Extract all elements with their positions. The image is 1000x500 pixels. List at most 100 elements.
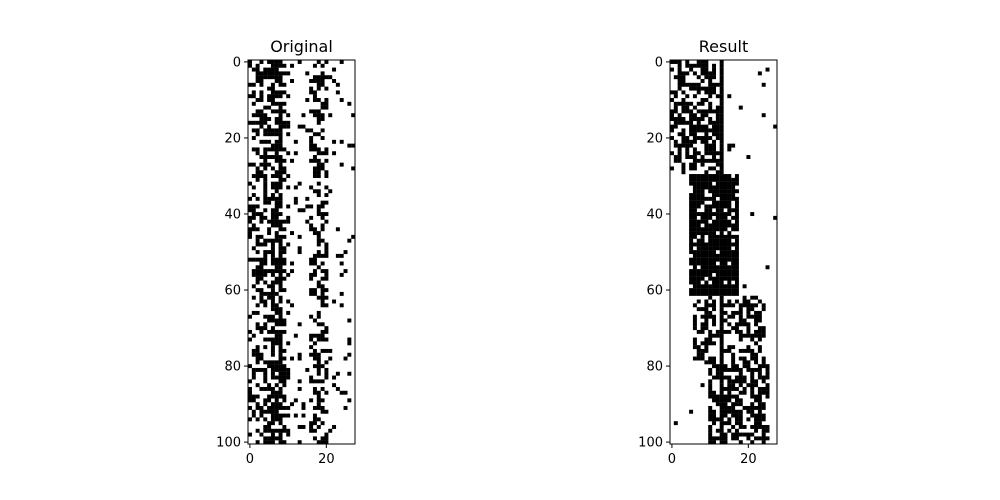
heatmap-cell xyxy=(255,280,260,285)
heatmap-cell xyxy=(251,352,256,357)
heatmap-cell xyxy=(712,413,717,418)
heatmap-cell xyxy=(708,143,713,148)
heatmap-cell xyxy=(278,390,283,395)
heatmap-cell xyxy=(263,322,268,327)
heatmap-cell xyxy=(677,151,682,156)
heatmap-cell xyxy=(765,390,770,395)
heatmap-cell xyxy=(274,189,279,194)
heatmap-cell xyxy=(335,90,340,95)
heatmap-cell xyxy=(282,379,287,384)
heatmap-cell xyxy=(312,94,317,99)
heatmap-cell xyxy=(301,402,306,407)
heatmap-cell xyxy=(267,231,272,236)
heatmap-cell xyxy=(316,390,321,395)
heatmap-cell xyxy=(309,345,314,350)
heatmap-cell xyxy=(339,98,344,102)
heatmap-cell xyxy=(696,128,701,133)
heatmap-cell xyxy=(316,250,321,255)
heatmap-cell xyxy=(719,124,724,129)
heatmap-cell xyxy=(700,219,705,224)
heatmap-cell xyxy=(263,193,268,198)
heatmap-cell xyxy=(274,341,279,346)
heatmap-cell xyxy=(692,158,697,163)
heatmap-cell xyxy=(719,117,724,121)
heatmap-cell xyxy=(692,189,697,194)
heatmap-cell xyxy=(278,75,283,80)
heatmap-cell xyxy=(715,105,720,110)
heatmap-cell xyxy=(727,189,732,194)
heatmap-cell xyxy=(715,82,720,87)
heatmap-cell xyxy=(278,265,283,270)
heatmap-cell xyxy=(704,291,709,296)
heatmap-cell xyxy=(696,280,701,285)
heatmap-cell xyxy=(692,196,697,201)
heatmap-cell xyxy=(734,204,739,209)
heatmap-cell xyxy=(746,299,751,304)
heatmap-cell xyxy=(312,253,317,258)
heatmap-cell xyxy=(278,223,283,228)
heatmap-cell xyxy=(263,402,268,407)
heatmap-cell xyxy=(267,200,272,205)
heatmap-cell xyxy=(742,318,747,323)
heatmap-cell xyxy=(754,318,759,323)
heatmap-cell xyxy=(251,409,256,414)
heatmap-cell xyxy=(727,390,732,395)
heatmap-cell xyxy=(765,375,770,380)
heatmap-cell xyxy=(286,405,291,410)
heatmap-cell xyxy=(274,238,279,243)
heatmap-cell xyxy=(324,269,329,274)
heatmap-cell xyxy=(765,67,770,72)
heatmap-cell xyxy=(719,299,724,304)
heatmap-cell xyxy=(278,234,283,239)
heatmap-cell xyxy=(312,428,317,433)
heatmap-cell xyxy=(731,409,736,414)
heatmap-cell xyxy=(297,246,302,251)
heatmap-cell xyxy=(692,117,697,121)
heatmap-cell xyxy=(692,356,697,361)
heatmap-cell xyxy=(324,253,329,258)
heatmap-cell xyxy=(708,234,713,239)
heatmap-cell xyxy=(286,375,291,380)
heatmap-cell xyxy=(681,79,686,83)
heatmap-cell xyxy=(320,288,325,293)
heatmap-cell xyxy=(316,314,321,319)
heatmap-cell xyxy=(712,333,717,338)
heatmap-cell xyxy=(282,276,287,281)
heatmap-cell xyxy=(320,261,325,266)
heatmap-cell xyxy=(704,60,709,64)
heatmap-cell xyxy=(704,250,709,255)
heatmap-cell xyxy=(696,219,701,224)
heatmap-cell xyxy=(316,417,321,422)
heatmap-cell xyxy=(263,71,268,76)
heatmap-cell xyxy=(251,208,256,213)
heatmap-cell xyxy=(282,394,287,399)
heatmap-cell xyxy=(708,276,713,281)
heatmap-cell xyxy=(351,143,356,148)
heatmap-cell xyxy=(731,345,736,350)
heatmap-cell xyxy=(267,329,272,334)
heatmap-cell xyxy=(309,215,314,220)
heatmap-cell xyxy=(267,75,272,80)
heatmap-cell xyxy=(719,113,724,118)
heatmap-cell xyxy=(727,394,732,399)
heatmap-cell xyxy=(754,360,759,365)
heatmap-cell xyxy=(719,101,724,106)
heatmap-cell xyxy=(282,424,287,429)
heatmap-cell xyxy=(742,295,747,300)
heatmap-cell xyxy=(727,383,732,388)
heatmap-cell xyxy=(719,75,724,80)
heatmap-cell xyxy=(712,143,717,148)
heatmap-cell xyxy=(731,402,736,407)
heatmap-cell xyxy=(704,269,709,274)
heatmap-cell xyxy=(734,280,739,285)
heatmap-cell xyxy=(274,307,279,312)
heatmap-cell xyxy=(274,333,279,338)
heatmap-cell xyxy=(282,322,287,327)
heatmap-cell xyxy=(309,128,314,133)
heatmap-cell xyxy=(727,196,732,201)
heatmap-cell xyxy=(263,440,268,445)
heatmap-cell xyxy=(712,390,717,395)
heatmap-cell xyxy=(270,219,275,224)
heatmap-cell xyxy=(738,398,743,403)
heatmap-cell xyxy=(286,120,291,125)
